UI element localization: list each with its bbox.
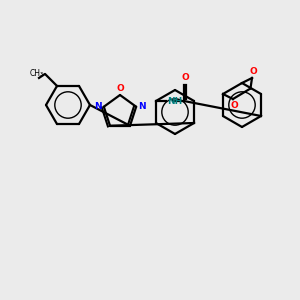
Text: O: O — [249, 67, 257, 76]
Text: O: O — [181, 73, 189, 82]
Text: N: N — [94, 102, 102, 111]
Text: CH₃: CH₃ — [30, 69, 44, 78]
Text: O: O — [116, 84, 124, 93]
Text: NH: NH — [167, 98, 182, 106]
Text: N: N — [138, 102, 146, 111]
Text: O: O — [230, 101, 238, 110]
